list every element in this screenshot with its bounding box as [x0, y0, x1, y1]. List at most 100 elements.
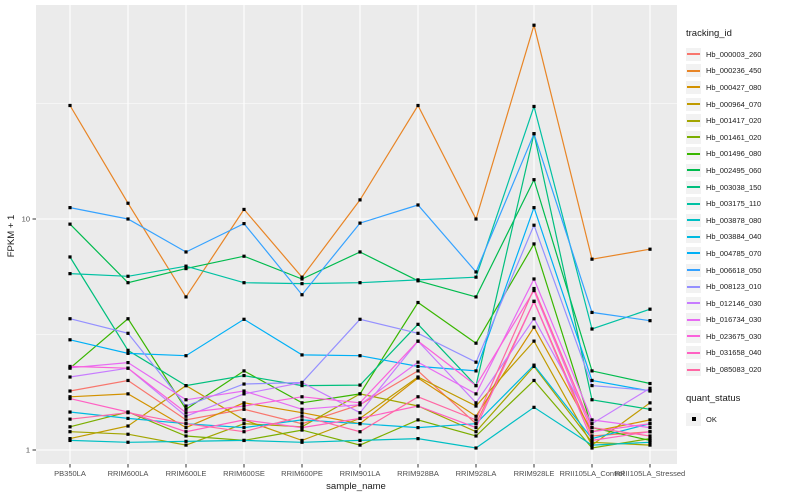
data-point [474, 414, 478, 418]
x-tick-label: RRII105LA_Stressed [615, 469, 685, 478]
data-point [532, 23, 536, 27]
data-point [68, 395, 72, 399]
data-point [532, 104, 536, 109]
data-point [126, 331, 130, 335]
data-point [474, 217, 478, 221]
data-point [416, 203, 420, 207]
legend-item-label: Hb_004785_070 [706, 248, 762, 258]
data-point [184, 354, 188, 358]
data-point [416, 339, 420, 343]
data-point [126, 392, 130, 396]
legend-key-line [687, 119, 700, 122]
data-point [68, 364, 72, 369]
data-point [590, 434, 594, 438]
data-point [358, 317, 362, 321]
legend-key-swatch [686, 363, 701, 377]
data-point [242, 392, 246, 396]
legend-key-line [687, 285, 700, 288]
legend-quant-block: quant_status OK [686, 393, 798, 428]
data-point [242, 222, 246, 226]
legend-item-Hb_031658_040: Hb_031658_040 [686, 345, 798, 362]
data-point [648, 319, 652, 323]
data-point [358, 403, 362, 407]
legend-key-swatch [686, 346, 701, 360]
data-point [68, 222, 72, 226]
data-point [648, 443, 652, 447]
data-point [358, 401, 362, 405]
data-point [184, 426, 188, 430]
data-point [474, 426, 478, 430]
data-point [242, 207, 246, 212]
data-point [68, 375, 72, 379]
data-point [532, 286, 536, 291]
data-point [416, 322, 420, 326]
data-point [68, 272, 72, 276]
legend-item-Hb_006618_050: Hb_006618_050 [686, 262, 798, 279]
data-point [532, 325, 536, 329]
legend-key-swatch [686, 263, 701, 277]
data-point [648, 422, 652, 426]
data-point [590, 443, 594, 447]
data-point [532, 223, 536, 227]
legend-key-line [687, 252, 700, 255]
data-point [242, 418, 246, 422]
legend-key-swatch [686, 280, 701, 294]
data-point [300, 426, 304, 430]
data-point [532, 242, 536, 246]
data-point [300, 380, 304, 385]
data-point [648, 307, 652, 311]
data-point [532, 288, 536, 293]
data-point [474, 392, 478, 396]
legend-key-line [687, 219, 700, 222]
legend-item-label: Hb_000964_070 [706, 99, 762, 109]
data-point [358, 383, 362, 387]
data-point [184, 250, 188, 254]
data-point [358, 443, 362, 447]
legend-item-label: Hb_016734_030 [706, 315, 762, 325]
data-point [532, 317, 536, 321]
data-point [474, 404, 478, 408]
legend-item-Hb_000003_260: Hb_000003_260 [686, 46, 798, 63]
data-point [242, 369, 246, 373]
legend-item-Hb_003175_110: Hb_003175_110 [686, 195, 798, 212]
data-point [126, 432, 130, 436]
legend-key-swatch [686, 47, 701, 61]
data-point [358, 354, 362, 358]
data-point [126, 348, 130, 352]
data-point [474, 430, 478, 434]
x-axis-title: sample_name [326, 481, 386, 492]
legend-key-line [687, 186, 700, 189]
data-point [184, 422, 188, 426]
data-point [68, 317, 72, 321]
data-point [416, 375, 420, 379]
legend-item-label: Hb_003175_110 [706, 199, 761, 209]
legend-item-Hb_001417_020: Hb_001417_020 [686, 112, 798, 129]
legend-item-label: Hb_000236_450 [706, 66, 762, 76]
legend-item-label: Hb_003884_040 [706, 232, 762, 242]
data-point [590, 310, 594, 315]
data-point [242, 404, 246, 408]
data-point [532, 132, 536, 136]
legend-key-swatch [686, 246, 701, 260]
data-point [300, 395, 304, 399]
quant-key-swatch [686, 412, 701, 426]
legend-key-swatch [686, 80, 701, 94]
data-point [68, 438, 72, 443]
data-point [184, 384, 188, 388]
data-point [126, 351, 130, 355]
legend-key-swatch [686, 213, 701, 227]
data-point [242, 407, 246, 411]
data-point [300, 407, 304, 411]
data-point [242, 422, 246, 426]
filled-square-point-icon [691, 417, 696, 422]
legend-key-swatch [686, 313, 701, 327]
data-point [416, 278, 420, 282]
data-point [648, 437, 652, 441]
data-point [474, 369, 478, 373]
data-point [590, 437, 594, 441]
data-point [300, 401, 304, 405]
data-point [126, 360, 130, 365]
data-point [474, 360, 478, 364]
data-point [648, 438, 652, 443]
